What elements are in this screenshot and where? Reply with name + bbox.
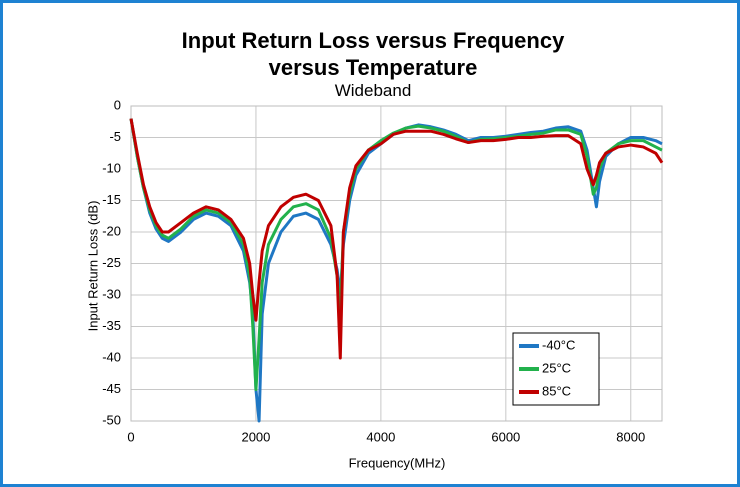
- y-tick-label: -45: [102, 381, 121, 396]
- y-axis-label: Input Return Loss (dB): [85, 201, 100, 332]
- legend-label: 25°C: [542, 360, 571, 375]
- y-tick-label: -10: [102, 160, 121, 175]
- y-tick-label: 0: [114, 97, 121, 112]
- y-tick-label: -25: [102, 255, 121, 270]
- legend-label: -40°C: [542, 337, 575, 352]
- y-tick-label: -50: [102, 412, 121, 427]
- legend-label: 85°C: [542, 383, 571, 398]
- y-tick-label: -5: [109, 129, 121, 144]
- y-tick-label: -40: [102, 349, 121, 364]
- chart: Frequency(MHz) Input Return Loss (dB) 0-…: [85, 97, 664, 470]
- legend: -40°C 25°C 85°C: [512, 332, 600, 406]
- x-tick-label: 6000: [491, 429, 520, 444]
- plot-border: [130, 105, 663, 422]
- chart-title: Input Return Loss versus Frequency versu…: [181, 28, 565, 80]
- y-tick-label: -35: [102, 318, 121, 333]
- y-tick-label: -15: [102, 192, 121, 207]
- x-tick-label: 2000: [241, 429, 270, 444]
- x-tick-label: 8000: [616, 429, 645, 444]
- series-line: [129, 118, 664, 360]
- x-tick-label: 0: [127, 429, 134, 444]
- x-axis-label: Frequency(MHz): [349, 455, 446, 470]
- x-tick-label: 4000: [366, 429, 395, 444]
- y-tick-label: -30: [102, 286, 121, 301]
- y-tick-label: -20: [102, 223, 121, 238]
- chart-subtitle: Wideband: [334, 81, 412, 100]
